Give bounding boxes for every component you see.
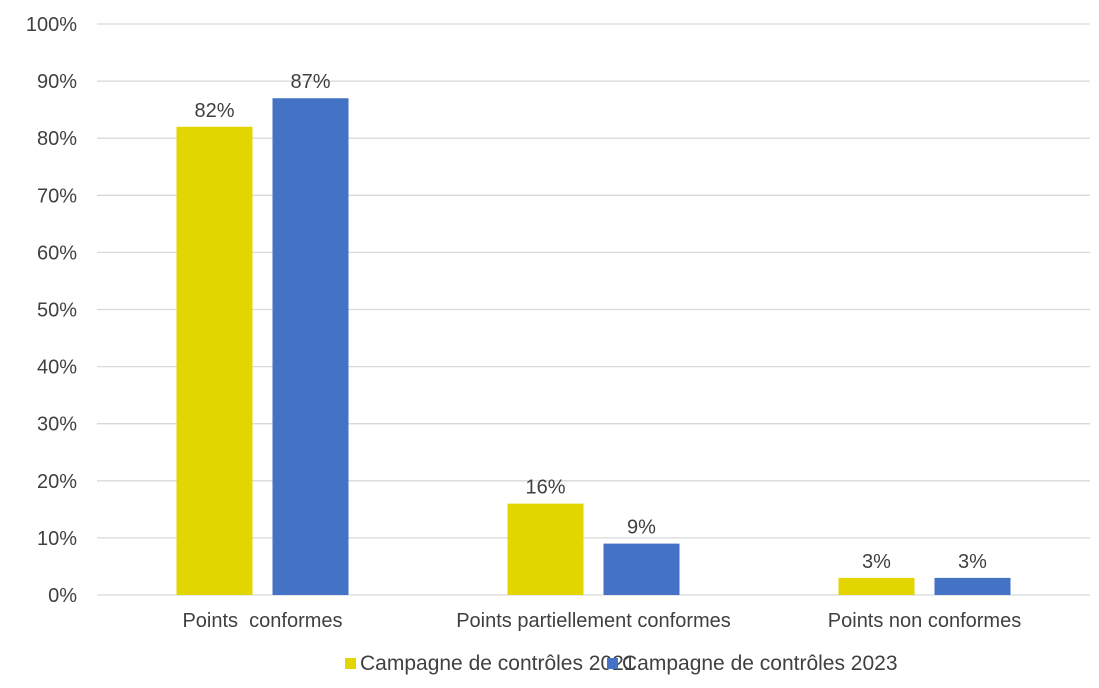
bar-series2-cat1: [272, 98, 349, 595]
y-tick-label: 70%: [37, 185, 77, 207]
y-tick-label: 20%: [37, 471, 77, 493]
y-tick-label: 100%: [26, 14, 77, 36]
legend-swatch-2: [607, 658, 618, 669]
legend-swatch-1: [345, 658, 356, 669]
y-tick-label: 80%: [37, 128, 77, 150]
y-tick-label: 60%: [37, 242, 77, 264]
x-category-label: Points conformes: [182, 610, 342, 632]
y-tick-label: 50%: [37, 300, 77, 322]
data-label-series2-cat2: 9%: [627, 517, 656, 539]
gridlines: [97, 23, 1090, 596]
y-axis-tick-labels: 0% 10% 20% 30% 40% 50% 60% 70% 80% 90% 100%: [26, 14, 77, 607]
bars: [176, 98, 1011, 595]
legend-label-1: Campagne de contrôles 2021: [360, 652, 636, 675]
data-label-series1-cat3: 3%: [862, 551, 891, 573]
bar-series1-cat3: [838, 577, 915, 595]
y-tick-label: 10%: [37, 528, 77, 550]
bar-series1-cat2: [507, 503, 584, 595]
data-label-series1-cat1: 82%: [194, 100, 234, 122]
x-category-label: Points partiellement conformes: [456, 610, 731, 632]
data-labels: 82% 87% 16% 9% 3% 3%: [194, 71, 987, 573]
x-axis-category-labels: Points conformes Points partiellement con…: [182, 610, 1021, 632]
data-label-series1-cat2: 16%: [525, 477, 565, 499]
y-tick-label: 90%: [37, 71, 77, 93]
y-tick-label: 40%: [37, 357, 77, 379]
data-label-series2-cat1: 87%: [290, 71, 330, 93]
y-tick-label: 0%: [48, 585, 77, 607]
data-label-series2-cat3: 3%: [958, 551, 987, 573]
y-tick-label: 30%: [37, 414, 77, 436]
bar-series1-cat1: [176, 126, 253, 595]
bar-series2-cat2: [603, 543, 680, 595]
bar-series2-cat3: [934, 577, 1011, 595]
x-category-label: Points non conformes: [828, 610, 1021, 632]
legend-label-2: Campagne de contrôles 2023: [622, 652, 898, 675]
